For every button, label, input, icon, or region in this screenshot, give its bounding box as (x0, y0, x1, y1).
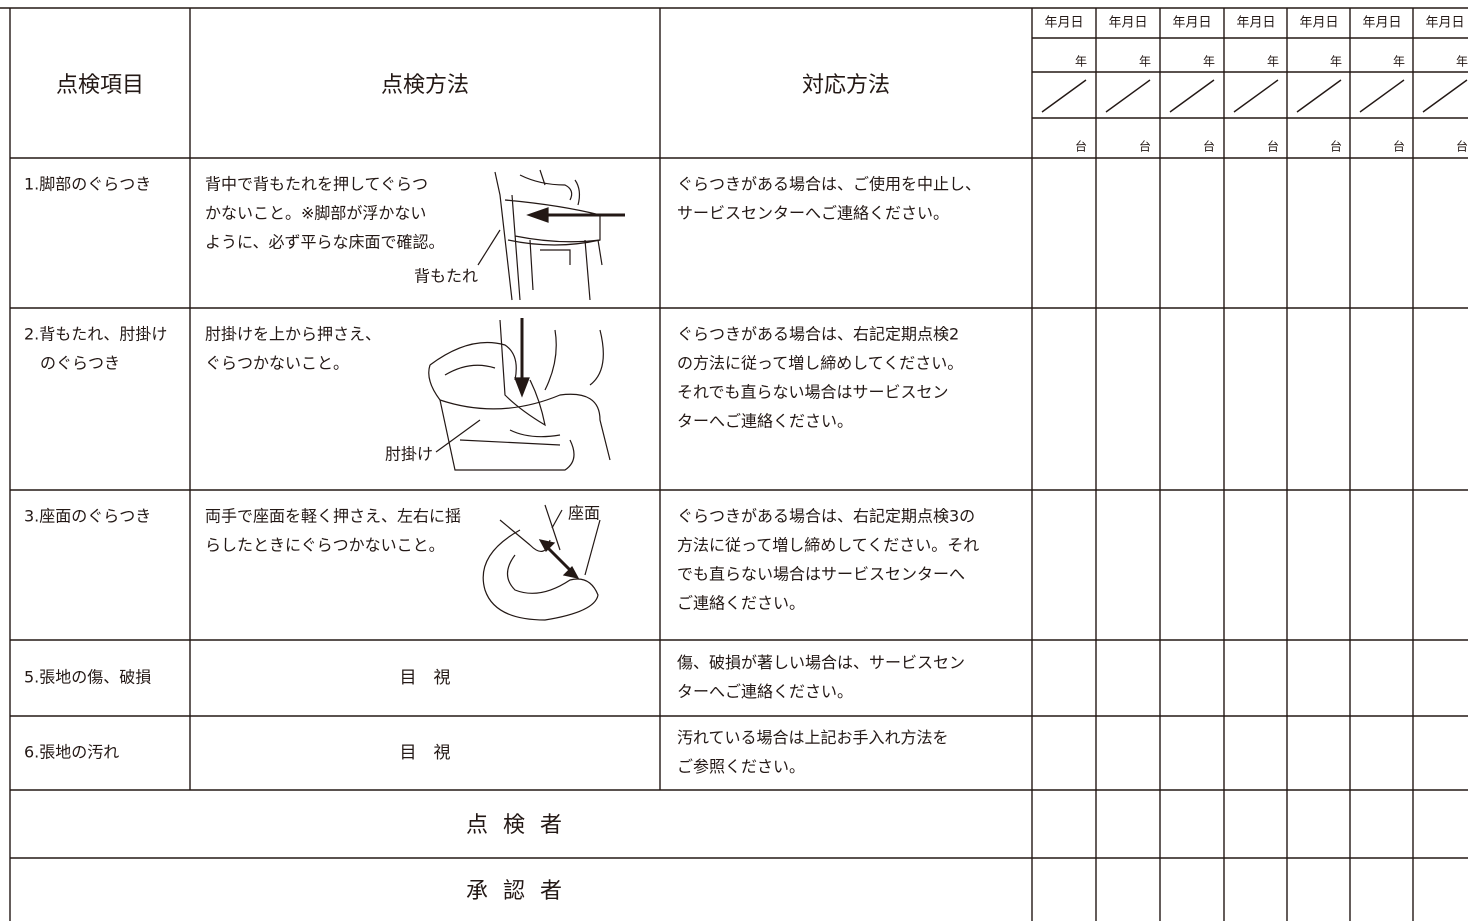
date-slash (1422, 79, 1468, 113)
method-text: 目 視 (400, 668, 451, 688)
date-label: 年月日 (1299, 16, 1338, 31)
unit-label: 台 (1139, 139, 1151, 154)
date-slash (1296, 79, 1342, 113)
response-text: 方法に従って増し締めしてください。それ (677, 536, 979, 555)
date-slash (1169, 79, 1215, 113)
method-text: 目 視 (400, 743, 451, 763)
response-text: ぐらつきがある場合は、右記定期点検2 (677, 325, 959, 344)
method-text: かないこと。※脚部が浮かない (205, 204, 426, 223)
illustration-backrest (477, 169, 625, 301)
date-slash (1233, 79, 1279, 113)
response-text: ぐらつきがある場合は、右記定期点検3の (677, 507, 975, 526)
date-slash (1041, 79, 1087, 113)
year-label: 年 (1267, 55, 1279, 69)
unit-label: 台 (1267, 139, 1279, 154)
unit-label: 台 (1075, 139, 1087, 154)
item-text: 5.張地の傷、破損 (24, 668, 151, 687)
header-method: 点検方法 (381, 73, 469, 98)
unit-label: 台 (1203, 139, 1215, 154)
method-text: 両手で座面を軽く押さえ、左右に揺 (205, 507, 461, 526)
item-text: 3.座面のぐらつき (24, 507, 151, 526)
year-label: 年 (1075, 55, 1087, 69)
method-text: ように、必ず平らな床面で確認。 (205, 233, 445, 252)
item-text: 2.背もたれ、肘掛け (24, 325, 167, 344)
response-text: 傷、破損が著しい場合は、サービスセン (677, 653, 965, 672)
response-text: サービスセンターへご連絡ください。 (677, 204, 949, 223)
method-text: ぐらつかないこと。 (205, 354, 349, 373)
date-label: 年月日 (1236, 16, 1275, 31)
header-item: 点検項目 (56, 73, 144, 98)
year-label: 年 (1456, 55, 1468, 69)
unit-label: 台 (1456, 139, 1468, 154)
year-label: 年 (1393, 55, 1405, 69)
header-response: 対応方法 (802, 73, 890, 98)
footer-approver: 承 認 者 (466, 879, 566, 904)
illustration-label: 座面 (568, 504, 600, 523)
date-label: 年月日 (1172, 16, 1211, 31)
item-text: のぐらつき (40, 354, 120, 373)
footer-inspector: 点 検 者 (466, 813, 566, 838)
method-text: らしたときにぐらつかないこと。 (205, 536, 445, 555)
illustration-seat (482, 504, 601, 621)
item-text: 1.脚部のぐらつき (24, 175, 151, 194)
year-label: 年 (1203, 55, 1215, 69)
date-label: 年月日 (1425, 16, 1464, 31)
date-label: 年月日 (1044, 16, 1083, 31)
response-text: ターへご連絡ください。 (677, 682, 853, 701)
response-text: の方法に従って増し締めしてください。 (677, 354, 963, 373)
unit-label: 台 (1393, 139, 1405, 154)
illustration-label: 背もたれ (414, 267, 478, 286)
response-text: 汚れている場合は上記お手入れ方法を (677, 728, 949, 747)
response-text: ぐらつきがある場合は、ご使用を中止し、 (677, 175, 981, 194)
date-label: 年月日 (1362, 16, 1401, 31)
illustration-label: 肘掛け (385, 445, 433, 464)
method-text: 肘掛けを上から押さえ、 (205, 325, 381, 344)
unit-label: 台 (1330, 139, 1342, 154)
response-text: ご参照ください。 (677, 757, 805, 776)
method-text: 背中で背もたれを押してぐらつ (205, 175, 428, 194)
date-slash (1105, 79, 1151, 113)
illustration-armrest (428, 318, 611, 471)
date-slash (1359, 79, 1405, 113)
response-text: ターへご連絡ください。 (677, 412, 853, 431)
response-text: ご連絡ください。 (677, 594, 805, 613)
date-label: 年月日 (1108, 16, 1147, 31)
response-text: でも直らない場合はサービスセンターへ (677, 565, 965, 584)
year-label: 年 (1139, 55, 1151, 69)
year-label: 年 (1330, 55, 1342, 69)
response-text: それでも直らない場合はサービスセン (677, 383, 949, 402)
item-text: 6.張地の汚れ (24, 743, 119, 762)
